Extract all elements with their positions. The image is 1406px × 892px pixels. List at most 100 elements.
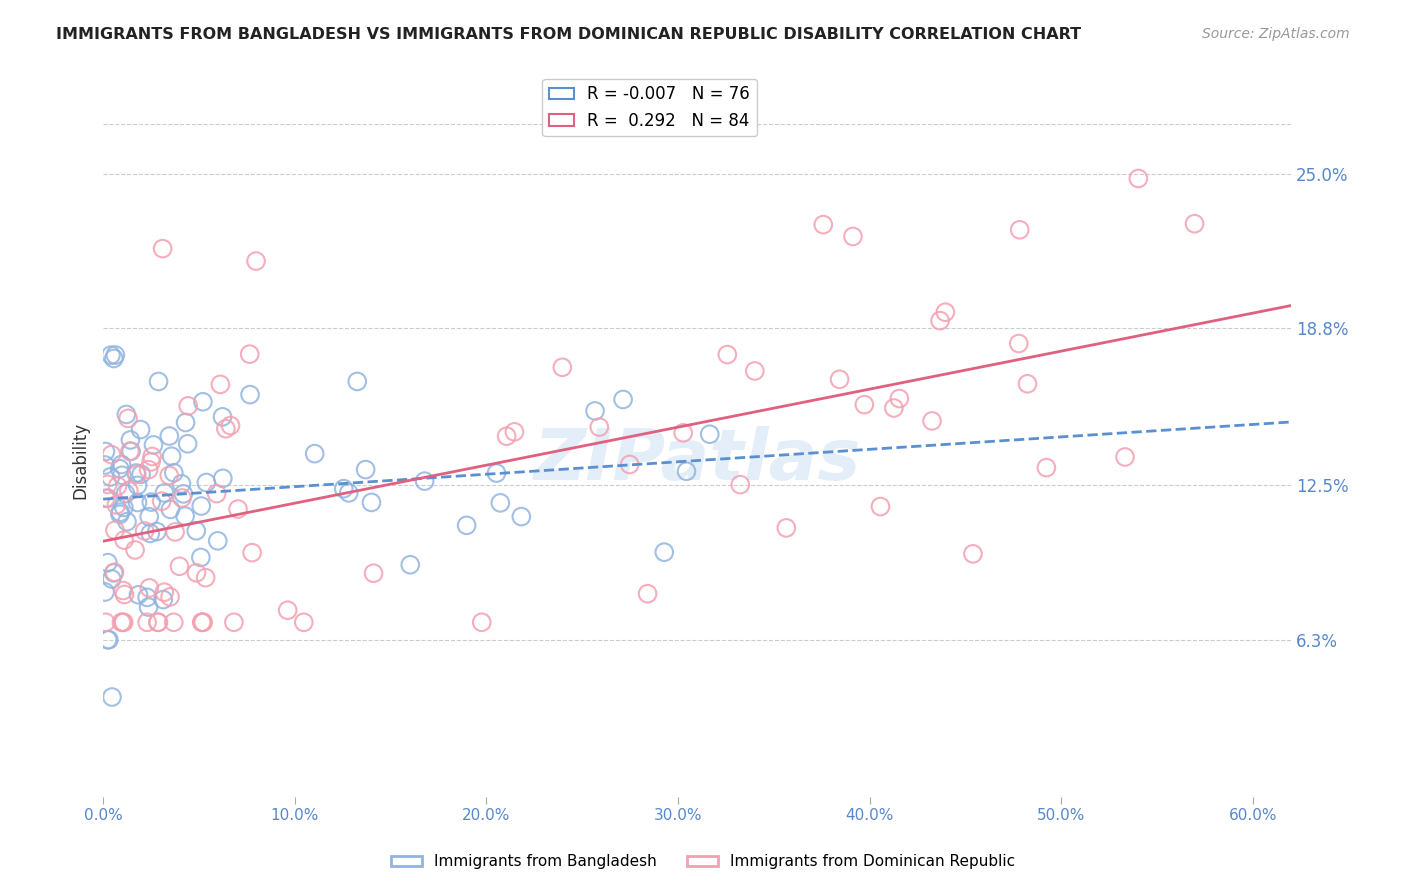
Point [141, 450, 163, 464]
Point [194, 571, 217, 585]
Point [138, 462, 160, 476]
Point [495, 429, 517, 443]
Point [239, 347, 262, 361]
Point [226, 502, 249, 516]
Point [1114, 450, 1136, 464]
Point [174, 509, 197, 524]
Point [510, 509, 533, 524]
Point [929, 313, 952, 327]
Point [413, 474, 436, 488]
Point [108, 461, 131, 475]
Point [503, 425, 526, 439]
Legend: Immigrants from Bangladesh, Immigrants from Dominican Republic: Immigrants from Bangladesh, Immigrants f… [385, 848, 1021, 875]
Point [240, 546, 263, 560]
Point [239, 387, 262, 401]
Point [215, 422, 238, 436]
Point [176, 437, 198, 451]
Point [94, 585, 117, 599]
Point [813, 218, 835, 232]
Point [637, 587, 659, 601]
Point [588, 420, 610, 434]
Point [111, 615, 134, 630]
Point [828, 372, 851, 386]
Point [346, 375, 368, 389]
Point [148, 615, 170, 630]
Point [153, 486, 176, 500]
Point [100, 572, 122, 586]
Point [114, 587, 136, 601]
Point [699, 427, 721, 442]
Point [160, 449, 183, 463]
Point [120, 444, 142, 458]
Point [124, 543, 146, 558]
Point [159, 502, 181, 516]
Point [107, 479, 129, 493]
Y-axis label: Disability: Disability [72, 422, 89, 499]
Point [174, 416, 197, 430]
Point [94, 458, 117, 472]
Text: Source: ZipAtlas.com: Source: ZipAtlas.com [1202, 27, 1350, 41]
Point [94, 615, 117, 630]
Point [853, 398, 876, 412]
Point [245, 254, 267, 268]
Point [332, 482, 354, 496]
Point [193, 615, 215, 630]
Point [159, 590, 181, 604]
Point [337, 486, 360, 500]
Point [150, 494, 173, 508]
Point [360, 495, 382, 509]
Point [842, 229, 865, 244]
Point [730, 477, 752, 491]
Point [111, 468, 134, 483]
Point [104, 523, 127, 537]
Point [675, 464, 697, 478]
Point [127, 478, 149, 492]
Point [672, 425, 695, 440]
Point [209, 377, 232, 392]
Point [363, 566, 385, 581]
Legend: R = -0.007   N = 76, R =  0.292   N = 84: R = -0.007 N = 76, R = 0.292 N = 84 [543, 78, 756, 136]
Point [399, 558, 422, 572]
Point [177, 399, 200, 413]
Point [1128, 171, 1150, 186]
Point [205, 486, 228, 500]
Point [186, 524, 208, 538]
Point [485, 466, 508, 480]
Point [211, 409, 233, 424]
Point [471, 615, 494, 630]
Point [148, 375, 170, 389]
Point [139, 526, 162, 541]
Point [889, 392, 911, 406]
Point [191, 615, 214, 630]
Point [146, 524, 169, 539]
Point [775, 521, 797, 535]
Point [112, 583, 135, 598]
Point [612, 392, 634, 407]
Point [138, 509, 160, 524]
Point [304, 447, 326, 461]
Point [152, 592, 174, 607]
Point [97, 491, 120, 505]
Point [94, 444, 117, 458]
Point [219, 418, 242, 433]
Point [292, 615, 315, 630]
Point [146, 615, 169, 630]
Point [100, 348, 122, 362]
Point [153, 585, 176, 599]
Point [170, 491, 193, 505]
Point [165, 524, 187, 539]
Point [163, 615, 186, 630]
Point [211, 471, 233, 485]
Point [1184, 217, 1206, 231]
Point [129, 467, 152, 482]
Point [152, 242, 174, 256]
Point [354, 462, 377, 476]
Point [869, 500, 891, 514]
Point [934, 305, 956, 319]
Point [489, 496, 512, 510]
Point [103, 566, 125, 580]
Point [136, 591, 159, 605]
Point [207, 533, 229, 548]
Text: ZIPatlas: ZIPatlas [533, 425, 860, 495]
Point [169, 559, 191, 574]
